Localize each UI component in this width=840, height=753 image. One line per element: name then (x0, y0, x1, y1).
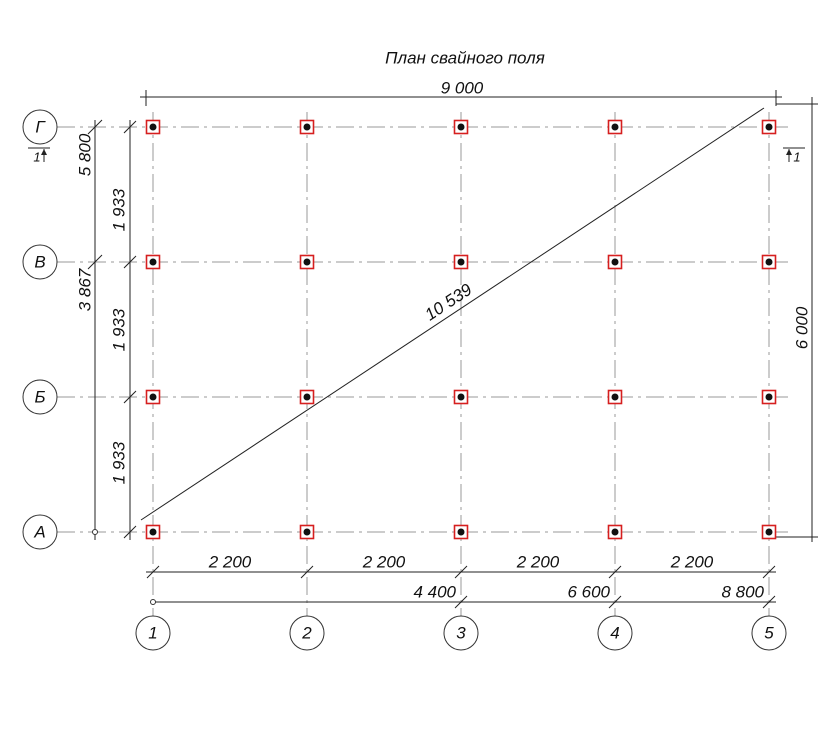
pile-core (149, 123, 157, 131)
axis-bubble (289, 615, 325, 651)
diagonal-line (140, 107, 765, 521)
axis-label: 1 (148, 623, 157, 642)
axis-label: Б (34, 387, 45, 406)
dimension-tick (454, 595, 468, 609)
axis-bubble (22, 379, 58, 415)
pile-core (149, 393, 157, 401)
axis-bubble (443, 615, 479, 651)
pile-core (611, 123, 619, 131)
pile-core (303, 528, 311, 536)
dimension-origin (92, 529, 98, 535)
dimension-tick (123, 390, 137, 404)
dimension-line (87, 254, 103, 270)
section-arrow (41, 149, 47, 155)
pile-core (303, 393, 311, 401)
axis-bubble (135, 615, 171, 651)
pile-core (765, 528, 773, 536)
pile-core (765, 258, 773, 266)
pile-core (303, 258, 311, 266)
pile-core (611, 528, 619, 536)
pile-core (303, 123, 311, 131)
dimension-label: 2 200 (208, 552, 252, 571)
pile-core (457, 123, 465, 131)
dimension-tick (608, 565, 622, 579)
pile-core (765, 123, 773, 131)
dimension-label: 2 200 (362, 552, 406, 571)
axis-bubble (751, 615, 787, 651)
axis-label: 5 (764, 623, 774, 642)
pile-core (611, 258, 619, 266)
axis-label: 2 (301, 623, 312, 642)
dimension-tick (608, 595, 622, 609)
pile-core (149, 528, 157, 536)
dimension-label: 3 867 (75, 268, 94, 311)
axis-bubble (597, 615, 633, 651)
axis-bubble (22, 244, 58, 280)
dimension-tick (123, 255, 137, 269)
dimension-line (87, 119, 103, 135)
dimension-label: 6 000 (792, 306, 811, 349)
dimension-label: 2 200 (516, 552, 560, 571)
dimension-label: 8 800 (721, 582, 764, 601)
axis-bubble (22, 109, 58, 145)
section-arrow (786, 149, 792, 155)
dimension-label: 6 600 (567, 582, 610, 601)
section-label: 1 (33, 149, 40, 164)
axis-label: В (34, 252, 45, 271)
axis-label: 3 (456, 623, 466, 642)
pile-core (611, 393, 619, 401)
dimension-label: 2 200 (670, 552, 714, 571)
pile-core (457, 528, 465, 536)
pile-core (457, 393, 465, 401)
dimension-tick (762, 595, 776, 609)
pile-core (149, 258, 157, 266)
section-label: 1 (793, 149, 800, 164)
axis-label: 4 (610, 623, 619, 642)
dimension-tick (123, 525, 137, 539)
pile-core (457, 258, 465, 266)
dimension-label: 5 800 (75, 133, 94, 176)
dimension-tick (454, 565, 468, 579)
dimension-label: 10 539 (422, 280, 476, 325)
axis-bubble (22, 514, 58, 550)
dimension-tick (146, 565, 160, 579)
title: План свайного поля (385, 48, 545, 67)
dimension-tick (762, 565, 776, 579)
dimension-label: 1 933 (109, 188, 128, 231)
dimension-label: 1 933 (109, 308, 128, 351)
dimension-label: 4 400 (413, 582, 456, 601)
dimension-label: 1 933 (109, 441, 128, 484)
dimension-tick (300, 565, 314, 579)
dimension-label: 9 000 (441, 78, 484, 97)
dimension-origin (150, 599, 156, 605)
axis-label: Г (35, 117, 46, 136)
dimension-tick (123, 120, 137, 134)
axis-label: А (33, 522, 45, 541)
pile-core (765, 393, 773, 401)
